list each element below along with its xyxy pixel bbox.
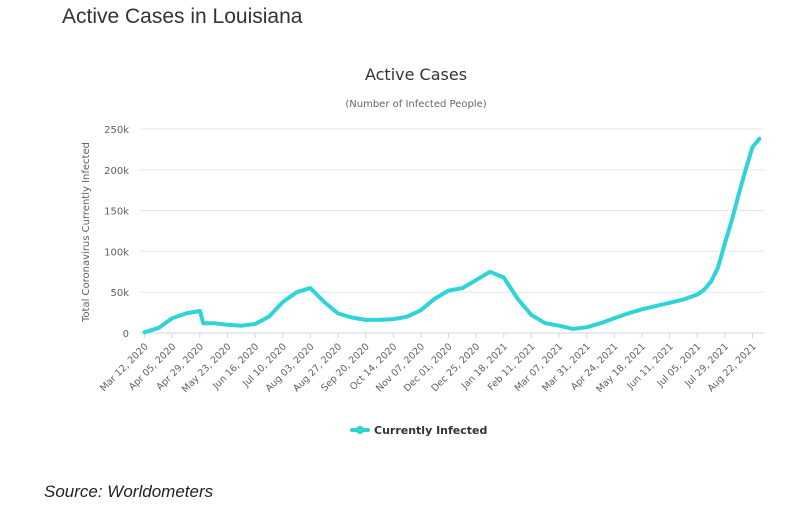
data-point bbox=[281, 300, 285, 304]
data-point bbox=[460, 286, 464, 290]
data-point bbox=[502, 275, 506, 280]
data-point bbox=[488, 270, 492, 274]
source-caption: Source: Worldometers bbox=[44, 482, 214, 501]
data-point bbox=[723, 241, 727, 245]
data-point bbox=[702, 288, 706, 292]
data-point bbox=[585, 325, 589, 329]
data-point bbox=[571, 327, 575, 331]
data-point bbox=[695, 293, 699, 297]
data-point bbox=[225, 323, 230, 327]
data-point bbox=[757, 137, 762, 141]
x-tick-label: Aug 22, 2021 bbox=[706, 341, 759, 394]
data-point bbox=[529, 313, 534, 317]
data-point bbox=[170, 316, 174, 320]
data-point bbox=[322, 300, 326, 304]
series-line-currently-infected bbox=[142, 136, 762, 335]
y-axis-title: Total Coronavirus Currently Infected bbox=[81, 142, 92, 323]
data-point bbox=[253, 322, 257, 326]
data-point bbox=[364, 318, 368, 322]
data-point bbox=[156, 326, 160, 330]
data-point bbox=[419, 308, 423, 312]
data-point bbox=[640, 307, 644, 311]
data-point bbox=[377, 318, 382, 322]
data-point bbox=[730, 218, 734, 222]
data-point bbox=[709, 280, 713, 284]
legend[interactable]: Currently Infected bbox=[350, 424, 487, 437]
data-point bbox=[598, 321, 603, 325]
y-tick-label: 100k bbox=[104, 247, 129, 258]
series-group bbox=[142, 136, 762, 335]
y-tick-label: 50k bbox=[110, 288, 129, 299]
data-point bbox=[184, 311, 188, 315]
data-point bbox=[543, 321, 547, 325]
data-point bbox=[668, 301, 672, 305]
data-point bbox=[626, 311, 630, 315]
page-title: Active Cases in Louisiana bbox=[62, 5, 303, 28]
y-axis: 0 50k 100k 150k 200k 250k bbox=[104, 125, 129, 340]
data-point bbox=[212, 321, 216, 325]
data-point bbox=[198, 309, 202, 313]
legend-label: Currently Infected bbox=[374, 424, 487, 437]
y-tick-label: 250k bbox=[104, 125, 129, 136]
data-point bbox=[446, 289, 451, 293]
chart-subtitle: (Number of Infected People) bbox=[345, 99, 486, 110]
data-point bbox=[143, 330, 147, 334]
data-point bbox=[612, 316, 616, 320]
data-point bbox=[474, 278, 478, 282]
data-point bbox=[336, 311, 340, 315]
data-point bbox=[308, 286, 312, 290]
chart: Active Cases (Number of Infected People)… bbox=[81, 65, 764, 437]
data-point bbox=[350, 315, 354, 320]
data-point bbox=[654, 304, 658, 308]
data-point bbox=[716, 266, 720, 270]
legend-marker-dot bbox=[356, 426, 364, 434]
data-point bbox=[744, 168, 748, 172]
data-point bbox=[295, 290, 299, 294]
data-point bbox=[267, 315, 271, 319]
data-point bbox=[201, 321, 205, 325]
data-point bbox=[737, 192, 741, 196]
data-point bbox=[750, 145, 755, 149]
y-tick-label: 200k bbox=[104, 166, 129, 177]
data-point bbox=[516, 297, 520, 301]
data-point bbox=[557, 324, 561, 328]
chart-title: Active Cases bbox=[365, 65, 467, 84]
grid-lines bbox=[140, 128, 764, 293]
data-point bbox=[239, 324, 243, 328]
x-tick-label: Mar 12, 2020 bbox=[98, 341, 151, 394]
data-point bbox=[681, 297, 686, 302]
data-point bbox=[433, 297, 437, 301]
data-point bbox=[391, 317, 395, 321]
y-tick-label: 150k bbox=[104, 207, 129, 218]
data-point bbox=[405, 315, 409, 319]
y-tick-label: 0 bbox=[123, 329, 129, 340]
